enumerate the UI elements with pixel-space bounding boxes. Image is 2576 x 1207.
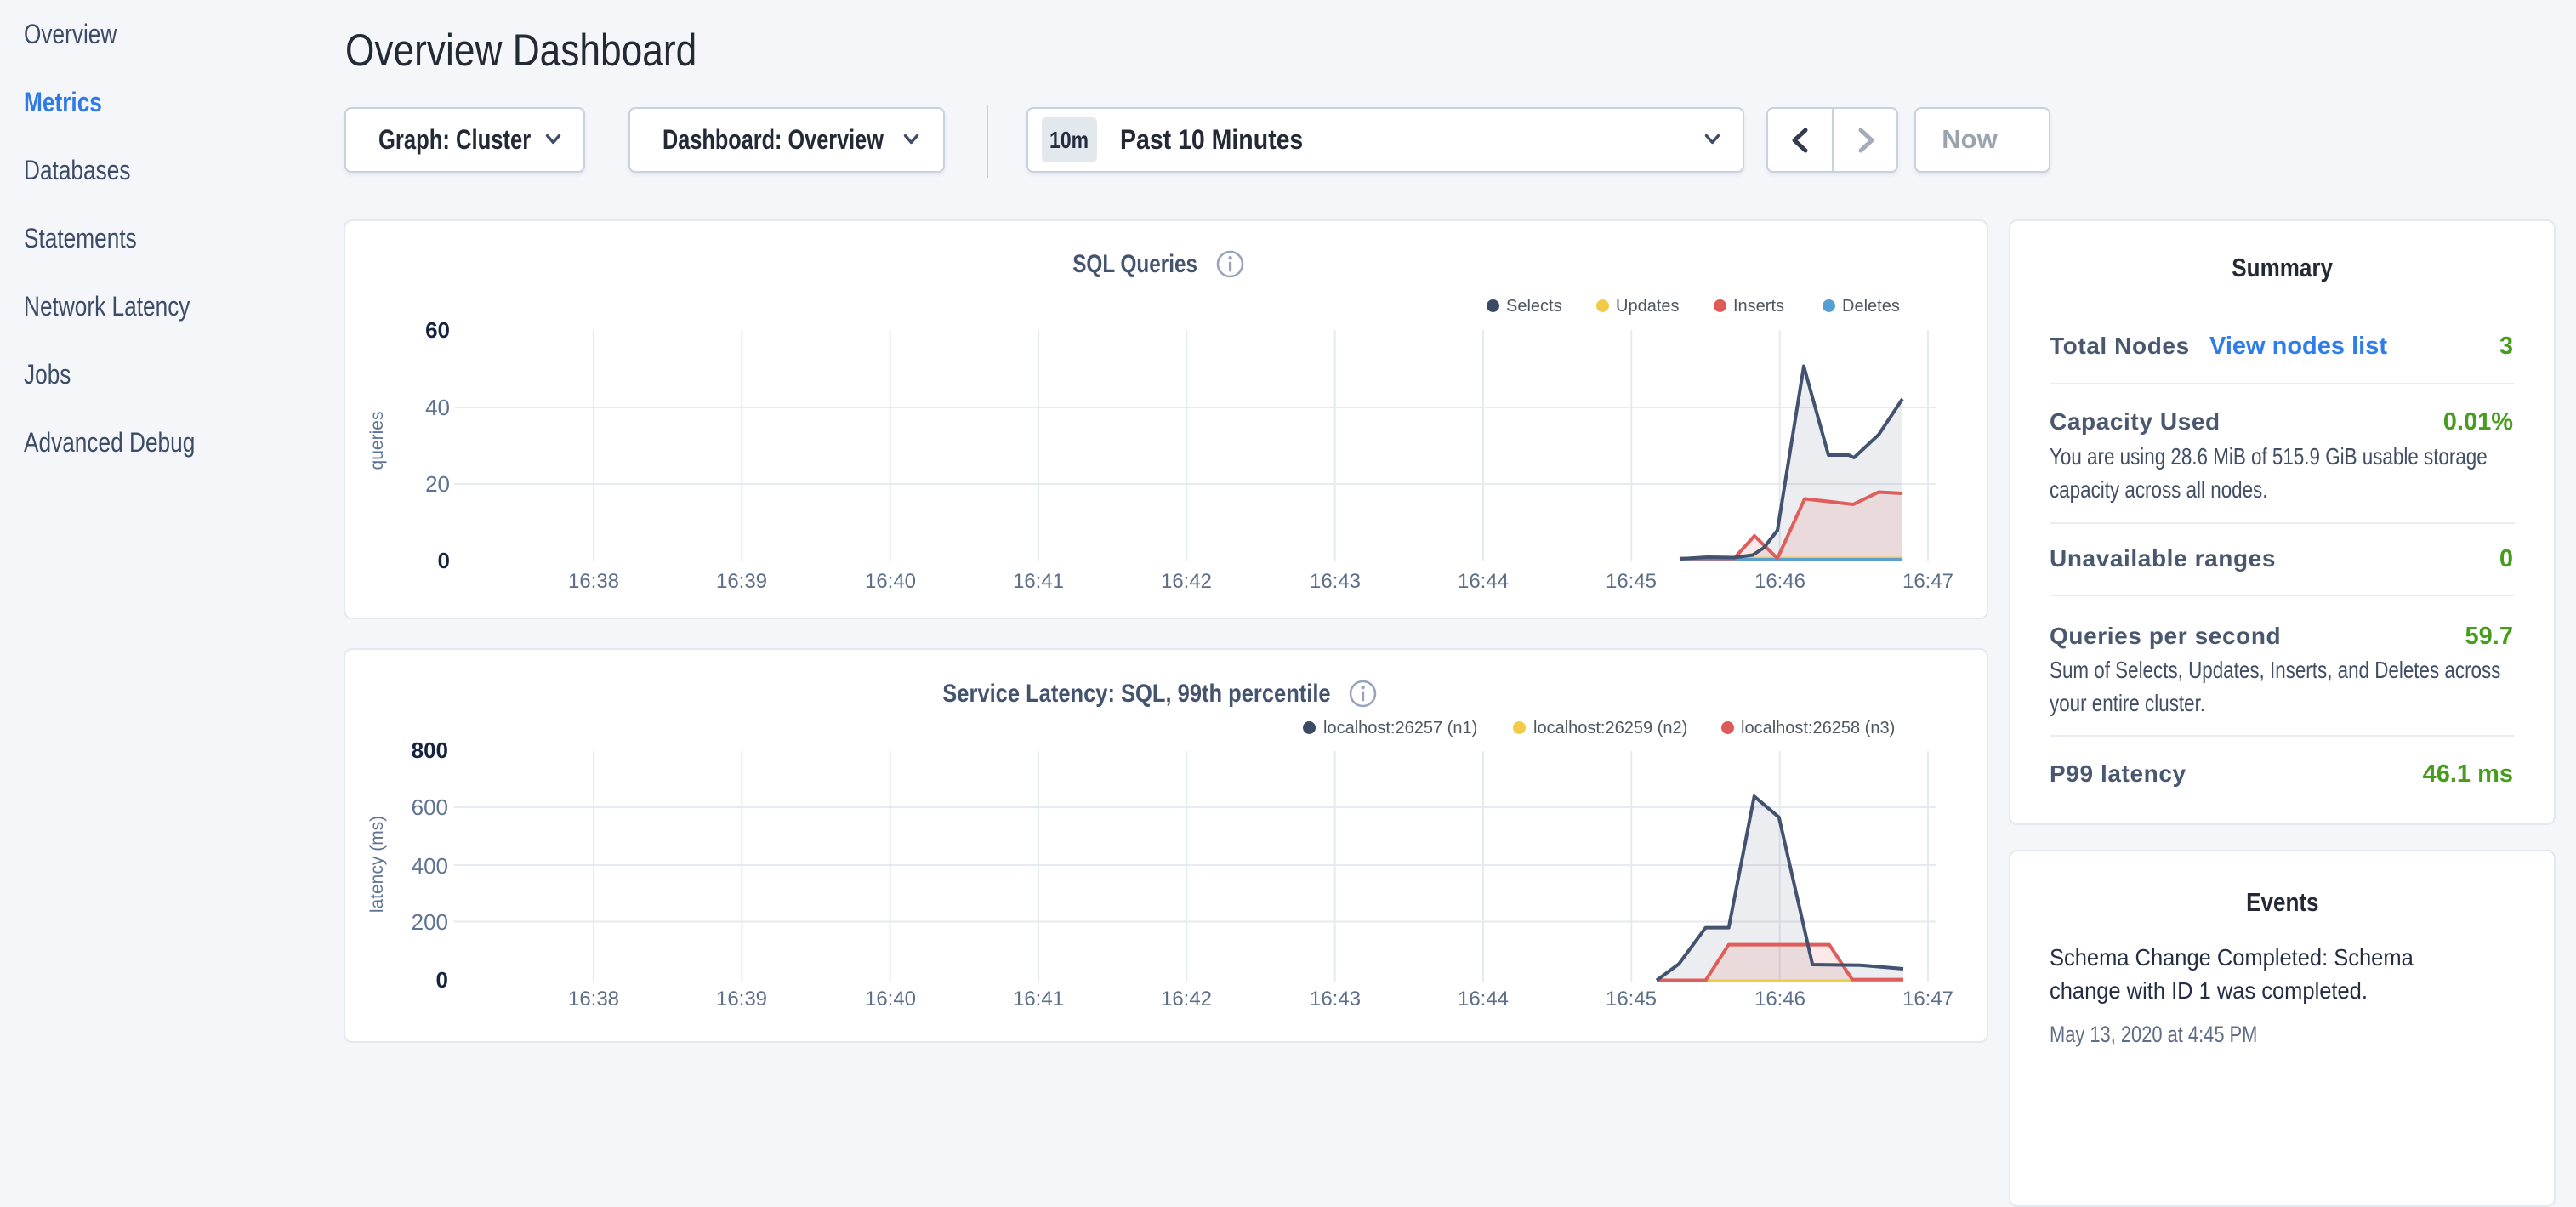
svg-text:16:38: 16:38 — [568, 988, 619, 1011]
svg-text:16:41: 16:41 — [1013, 988, 1064, 1011]
svg-text:20: 20 — [425, 471, 450, 497]
svg-text:60: 60 — [425, 317, 450, 343]
svg-text:16:39: 16:39 — [716, 570, 767, 593]
svg-text:0: 0 — [436, 967, 448, 993]
svg-text:16:40: 16:40 — [865, 988, 916, 1011]
svg-text:16:45: 16:45 — [1606, 570, 1657, 593]
svg-text:16:40: 16:40 — [865, 570, 916, 593]
svg-text:16:44: 16:44 — [1458, 988, 1509, 1011]
svg-text:16:41: 16:41 — [1013, 570, 1064, 593]
svg-text:16:43: 16:43 — [1310, 570, 1361, 593]
svg-text:16:43: 16:43 — [1310, 988, 1361, 1011]
svg-text:16:46: 16:46 — [1754, 570, 1805, 593]
svg-text:16:42: 16:42 — [1161, 570, 1212, 593]
svg-text:16:38: 16:38 — [568, 570, 619, 593]
svg-text:200: 200 — [412, 909, 448, 935]
svg-text:16:46: 16:46 — [1754, 988, 1805, 1011]
svg-text:16:44: 16:44 — [1458, 570, 1509, 593]
svg-text:latency (ms): latency (ms) — [367, 816, 387, 913]
svg-text:800: 800 — [412, 737, 448, 763]
svg-text:40: 40 — [425, 395, 450, 420]
svg-text:16:39: 16:39 — [716, 988, 767, 1011]
svg-text:16:45: 16:45 — [1606, 988, 1657, 1011]
svg-text:16:42: 16:42 — [1161, 988, 1212, 1011]
svg-text:400: 400 — [412, 853, 448, 879]
svg-text:0: 0 — [438, 548, 450, 573]
svg-text:16:47: 16:47 — [1902, 570, 1953, 593]
svg-text:16:47: 16:47 — [1902, 988, 1953, 1011]
svg-text:600: 600 — [412, 794, 448, 820]
svg-text:queries: queries — [367, 412, 387, 470]
